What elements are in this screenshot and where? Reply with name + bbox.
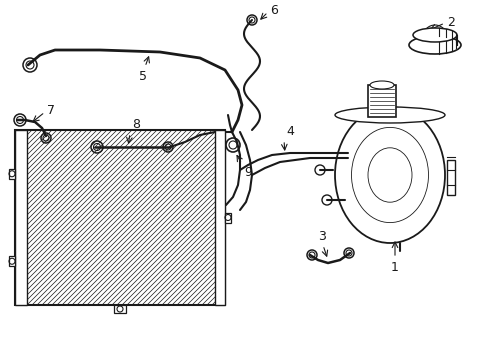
Bar — [9, 169, 15, 179]
Bar — [9, 256, 15, 266]
Bar — [447, 160, 455, 195]
Ellipse shape — [335, 107, 445, 123]
Ellipse shape — [409, 36, 461, 54]
Text: 3: 3 — [318, 230, 326, 243]
Text: 1: 1 — [391, 261, 399, 274]
Bar — [368, 85, 396, 117]
Ellipse shape — [335, 107, 445, 243]
Bar — [225, 212, 231, 222]
Text: 9: 9 — [244, 166, 252, 179]
Bar — [215, 130, 225, 305]
Ellipse shape — [370, 81, 394, 89]
Text: 7: 7 — [47, 104, 55, 117]
Bar — [114, 305, 126, 313]
Ellipse shape — [413, 28, 457, 42]
Bar — [15, 130, 27, 305]
Text: 6: 6 — [270, 4, 278, 18]
Bar — [15, 130, 225, 305]
Text: 2: 2 — [447, 15, 455, 28]
Text: 5: 5 — [139, 70, 147, 83]
Text: 8: 8 — [132, 118, 140, 131]
Text: 4: 4 — [286, 125, 294, 138]
